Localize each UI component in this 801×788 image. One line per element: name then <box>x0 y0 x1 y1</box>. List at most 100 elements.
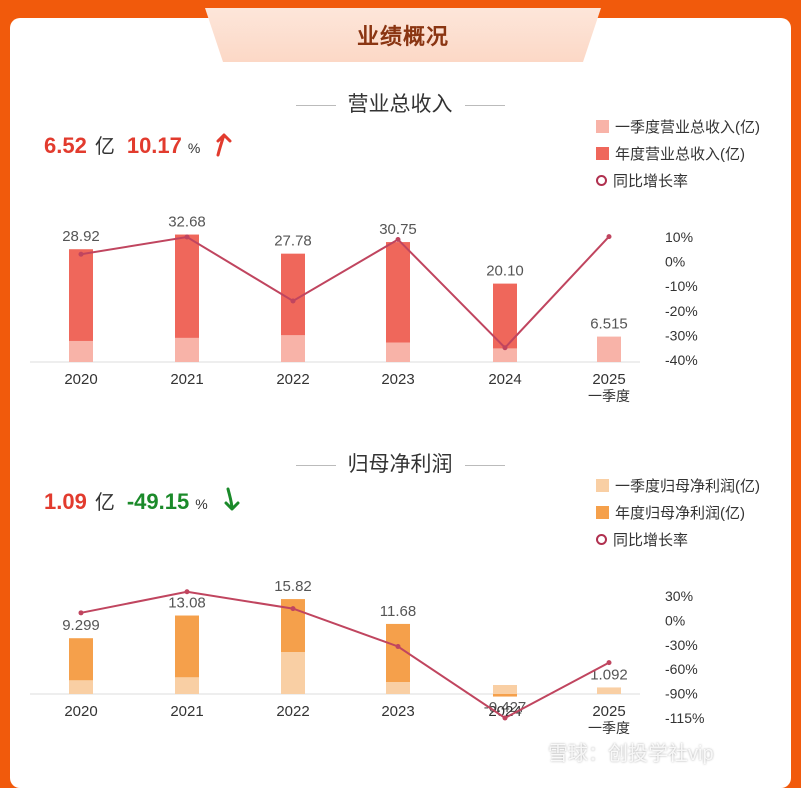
y-right-tick-label: 10% <box>665 229 693 245</box>
q1-bar <box>69 340 93 362</box>
legend-swatch <box>596 147 609 160</box>
data-label: 28.92 <box>62 228 100 245</box>
q1-bar <box>281 335 305 362</box>
legend-line-marker <box>596 534 607 545</box>
q1-bar <box>69 680 93 694</box>
profit-section-title: 归母净利润 <box>250 448 550 478</box>
legend-item: 一季度营业总收入(亿) <box>596 113 760 140</box>
legend-item: 年度归母净利润(亿) <box>596 499 760 526</box>
profit-kpi-value: 1.09 <box>44 489 87 514</box>
watermark: 雪球：创投学社vip <box>548 743 714 765</box>
q1-bar <box>281 652 305 694</box>
legend-item: 同比增长率 <box>596 167 760 194</box>
data-label: 27.78 <box>274 233 312 250</box>
growth-point <box>184 589 190 595</box>
q1-bar <box>175 337 199 362</box>
x-tick-label: 2023 <box>381 371 414 388</box>
revenue-kpi-unit: 亿 <box>94 136 115 158</box>
q1-bar <box>597 687 621 694</box>
x-tick-label: 2022 <box>276 371 309 388</box>
arrow-down-icon <box>224 487 240 511</box>
x-tick-label: 2020 <box>64 371 97 388</box>
data-label: 9.299 <box>62 617 100 634</box>
y-right-tick-label: -60% <box>665 661 698 677</box>
data-label: 30.75 <box>379 221 417 238</box>
x-tick-label: 2021 <box>170 371 203 388</box>
legend-item: 同比增长率 <box>596 526 760 553</box>
legend-swatch <box>596 120 609 133</box>
y-right-tick-label: -20% <box>665 303 698 319</box>
page-title: 业绩概况 <box>356 24 449 49</box>
profit-kpi-pct: % <box>195 496 208 512</box>
revenue-kpi-pct: % <box>187 140 201 156</box>
legend-label: 同比增长率 <box>613 532 689 549</box>
legend-label: 年度营业总收入(亿) <box>615 146 745 163</box>
growth-line <box>80 235 610 350</box>
x-tick-label: 2023 <box>381 703 414 720</box>
q1-bar <box>597 336 621 362</box>
data-label: 15.82 <box>274 580 312 595</box>
x-tick-sublabel: 一季度 <box>588 720 630 736</box>
legend-label: 同比增长率 <box>613 173 689 190</box>
y-right-tick-label: -40% <box>665 352 698 368</box>
data-label: 13.08 <box>168 595 206 612</box>
x-tick-label: 2021 <box>170 703 203 720</box>
x-tick-label: 2024 <box>488 703 521 720</box>
growth-point <box>395 643 401 649</box>
revenue-legend: 一季度营业总收入(亿) 年度营业总收入(亿) 同比增长率 <box>596 113 760 194</box>
data-label: 6.515 <box>590 316 628 333</box>
legend-swatch <box>596 479 609 492</box>
profit-kpi: 1.09 亿 -49.15% <box>44 486 242 515</box>
growth-point <box>606 234 612 240</box>
legend-item: 年度营业总收入(亿) <box>596 140 760 167</box>
growth-point <box>290 606 296 612</box>
y-right-tick-label: -30% <box>665 637 698 653</box>
profit-kpi-growth: -49.15 <box>126 489 190 514</box>
x-tick-sublabel: 一季度 <box>588 388 630 404</box>
legend-line-marker <box>596 175 607 186</box>
y-right-tick-label: -30% <box>665 327 698 343</box>
x-tick-label: 2022 <box>276 703 309 720</box>
q1-bar <box>175 677 199 694</box>
data-label: 20.10 <box>486 263 524 280</box>
legend-label: 一季度归母净利润(亿) <box>615 478 760 495</box>
annual-bar <box>386 242 410 362</box>
x-tick-label: 2024 <box>488 371 521 388</box>
growth-point <box>606 660 612 666</box>
q1-bar <box>493 685 517 694</box>
y-right-tick-label: -10% <box>665 278 698 294</box>
revenue-kpi-value: 6.52 <box>44 133 87 158</box>
data-label: 32.68 <box>168 214 206 231</box>
x-tick-label: 2025 <box>592 371 625 388</box>
growth-point <box>502 345 508 351</box>
growth-point <box>502 715 508 721</box>
arrow-up-icon <box>216 133 232 157</box>
legend-swatch <box>596 506 609 519</box>
annual-bar <box>493 694 517 697</box>
profit-legend: 一季度归母净利润(亿) 年度归母净利润(亿) 同比增长率 <box>596 472 760 553</box>
growth-point <box>78 251 84 257</box>
growth-point <box>78 610 84 616</box>
revenue-kpi: 6.52 亿 10.17% <box>44 130 234 159</box>
growth-line <box>80 590 610 720</box>
growth-point <box>184 234 190 240</box>
legend-item: 一季度归母净利润(亿) <box>596 472 760 499</box>
x-tick-label: 2020 <box>64 703 97 720</box>
q1-bar <box>386 342 410 362</box>
legend-label: 年度归母净利润(亿) <box>615 505 745 522</box>
revenue-section-title: 营业总收入 <box>250 88 550 118</box>
y-right-tick-label: -115% <box>665 710 704 726</box>
data-label: 11.68 <box>380 603 416 620</box>
legend-label: 一季度营业总收入(亿) <box>615 119 760 136</box>
growth-point <box>290 298 296 304</box>
x-tick-label: 2025 <box>592 703 625 720</box>
profit-kpi-unit: 亿 <box>94 492 115 514</box>
data-label: 1.092 <box>590 666 628 683</box>
revenue-kpi-growth: 10.17 <box>126 133 182 158</box>
y-right-tick-label: 0% <box>665 254 685 270</box>
revenue-chart: 28.92 2020 32.68 2021 27.78 2022 30.75 2023 20.1… <box>30 214 698 404</box>
y-right-tick-label: 30% <box>665 588 693 604</box>
header-banner <box>205 8 601 62</box>
q1-bar <box>386 682 410 694</box>
